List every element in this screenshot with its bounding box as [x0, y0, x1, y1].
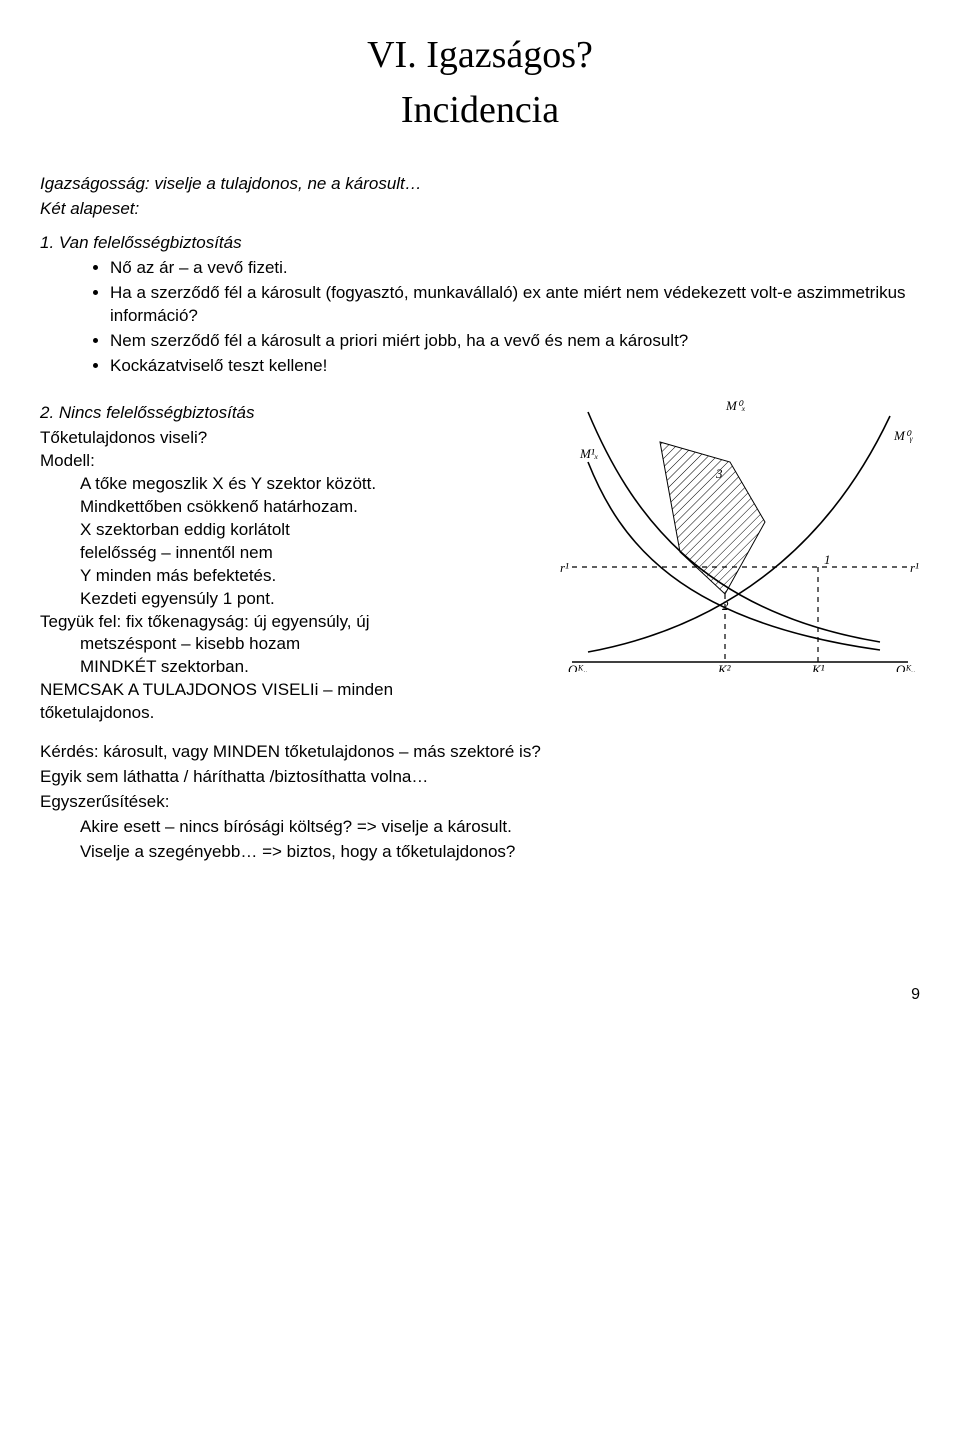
axis-label: K²	[717, 662, 732, 672]
item1-heading: 1. Van felelősségbiztosítás	[40, 232, 920, 255]
body-text: Egyszerűsítések:	[40, 791, 920, 814]
economics-diagram: 1 2 3 M⁰ₓ M¹ₓ M⁰ᵧ r¹ r¹ Oᴷₓ K² K¹ Oᴷᵧ	[550, 384, 920, 679]
body-text: Kérdés: károsult, vagy MINDEN tőketulajd…	[40, 741, 920, 764]
item1-bullets: Nő az ár – a vevő fizeti. Ha a szerződő …	[40, 257, 920, 378]
curve-label: M¹ₓ	[579, 446, 599, 461]
body-text: Mindkettőben csökkenő határhozam.	[40, 496, 550, 519]
bullet: Ha a szerződő fél a károsult (fogyasztó,…	[110, 282, 920, 328]
page-number: 9	[40, 984, 920, 1006]
bullet: Nem szerződő fél a károsult a priori mié…	[110, 330, 920, 353]
body-text: A tőke megoszlik X és Y szektor között.	[40, 473, 550, 496]
point-label: 1	[824, 552, 831, 567]
page-subtitle: Incidencia	[40, 85, 920, 136]
page-title: VI. Igazságos?	[40, 30, 920, 81]
body-text: Akire esett – nincs bírósági költség? =>…	[40, 816, 920, 839]
body-text: Modell:	[40, 450, 550, 473]
axis-label: Oᴷₓ	[568, 662, 588, 672]
rate-label: r¹	[910, 560, 919, 575]
body-text: X szektorban eddig korlátolt	[40, 519, 550, 542]
intro-text: Igazságosság: viselje a tulajdonos, ne a…	[40, 173, 920, 196]
rate-label: r¹	[560, 560, 569, 575]
point-label: 2	[722, 598, 729, 613]
body-text: felelősség – innentől nem	[40, 542, 550, 565]
body-text: Egyik sem láthatta / háríthatta /biztosí…	[40, 766, 920, 789]
body-text: Tőketulajdonos viseli?	[40, 427, 550, 450]
two-base-label: Két alapeset:	[40, 198, 920, 221]
closing-block: Kérdés: károsult, vagy MINDEN tőketulajd…	[40, 741, 920, 864]
body-text: Tegyük fel: fix tőkenagyság: új egyensúl…	[40, 611, 550, 634]
body-text: MINDKÉT szektorban.	[40, 656, 550, 679]
axis-label: Oᴷᵧ	[896, 662, 915, 672]
body-text: NEMCSAK A TULAJDONOS VISELIi – minden	[40, 679, 550, 702]
body-text: Viselje a szegényebb… => biztos, hogy a …	[40, 841, 920, 864]
item2-heading: 2. Nincs felelősségbiztosítás	[40, 402, 550, 425]
item2-block: 2. Nincs felelősségbiztosítás Tőketulajd…	[40, 384, 920, 725]
axis-label: K¹	[811, 662, 825, 672]
hatched-region	[660, 442, 765, 594]
bullet: Nő az ár – a vevő fizeti.	[110, 257, 920, 280]
curve-label: M⁰ₓ	[725, 398, 746, 413]
body-text: tőketulajdonos.	[40, 702, 550, 725]
bullet: Kockázatviselő teszt kellene!	[110, 355, 920, 378]
body-text: Y minden más befektetés.	[40, 565, 550, 588]
point-label: 3	[715, 466, 723, 481]
body-text: Kezdeti egyensúly 1 pont.	[40, 588, 550, 611]
body-text: metszéspont – kisebb hozam	[40, 633, 550, 656]
curve-label: M⁰ᵧ	[893, 428, 913, 443]
